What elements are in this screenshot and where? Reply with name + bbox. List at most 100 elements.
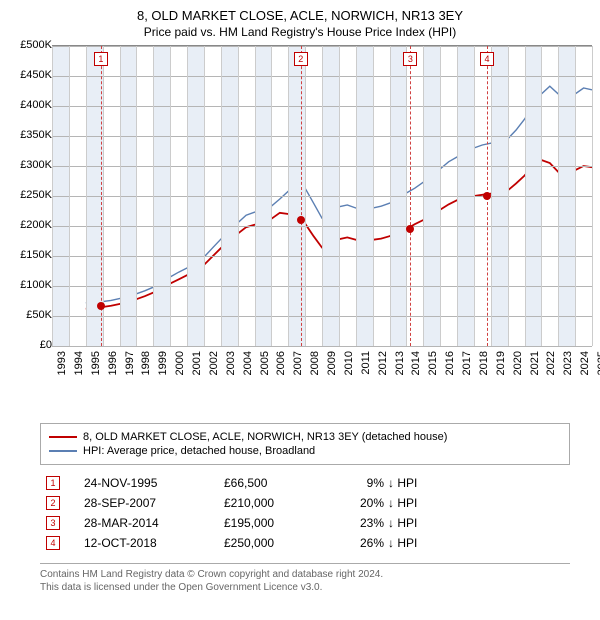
event-number-box: 3	[46, 516, 60, 530]
event-row: 1 24-NOV-1995£66,5009% ↓ HPI	[40, 473, 570, 493]
vgrid	[305, 46, 306, 346]
sale-point	[97, 302, 105, 310]
y-tick-label: £100K	[4, 279, 52, 291]
vgrid	[153, 46, 154, 346]
vgrid	[440, 46, 441, 346]
x-tick-label: 2003	[225, 351, 237, 375]
y-tick-label: £450K	[4, 69, 52, 81]
x-tick-label: 2017	[461, 351, 473, 375]
event-marker: 4	[480, 52, 494, 66]
vgrid	[271, 46, 272, 346]
vgrid	[255, 46, 256, 346]
y-tick-label: £150K	[4, 249, 52, 261]
x-tick-label: 2020	[512, 351, 524, 375]
x-tick-label: 2002	[208, 351, 220, 375]
legend-row: 8, OLD MARKET CLOSE, ACLE, NORWICH, NR13…	[49, 430, 561, 444]
vgrid	[508, 46, 509, 346]
event-line	[301, 46, 302, 346]
x-tick-label: 1994	[73, 351, 85, 375]
vgrid	[423, 46, 424, 346]
event-date: 28-SEP-2007	[84, 496, 224, 510]
vgrid	[390, 46, 391, 346]
x-tick-label: 2007	[292, 351, 304, 375]
vgrid	[457, 46, 458, 346]
event-line	[101, 46, 102, 346]
sale-point	[483, 192, 491, 200]
event-direction: ↓ HPI	[388, 536, 448, 550]
x-tick-label: 2014	[410, 351, 422, 375]
legend-label: HPI: Average price, detached house, Broa…	[83, 445, 315, 457]
x-tick-label: 2015	[427, 351, 439, 375]
x-tick-label: 1993	[56, 351, 68, 375]
event-row: 2 28-SEP-2007£210,00020% ↓ HPI	[40, 493, 570, 513]
x-tick-label: 2019	[495, 351, 507, 375]
y-tick-label: £300K	[4, 159, 52, 171]
x-tick-label: 2008	[309, 351, 321, 375]
sale-point	[406, 225, 414, 233]
x-tick-label: 2009	[326, 351, 338, 375]
vgrid	[136, 46, 137, 346]
event-pct: 23%	[324, 516, 384, 530]
vgrid	[288, 46, 289, 346]
event-number-box: 1	[46, 476, 60, 490]
x-tick-label: 1997	[124, 351, 136, 375]
legend-swatch	[49, 450, 77, 452]
vgrid	[592, 46, 593, 346]
legend-row: HPI: Average price, detached house, Broa…	[49, 444, 561, 458]
event-row: 412-OCT-2018£250,00026%↓ HPI	[40, 533, 570, 553]
vgrid	[120, 46, 121, 346]
y-tick-label: £500K	[4, 39, 52, 51]
x-tick-label: 2000	[174, 351, 186, 375]
vgrid	[238, 46, 239, 346]
vgrid	[204, 46, 205, 346]
vgrid	[170, 46, 171, 346]
vgrid	[221, 46, 222, 346]
x-tick-label: 2016	[444, 351, 456, 375]
vgrid	[339, 46, 340, 346]
event-marker: 2	[294, 52, 308, 66]
vgrid	[322, 46, 323, 346]
x-tick-label: 2004	[242, 351, 254, 375]
x-tick-label: 1999	[157, 351, 169, 375]
x-tick-label: 2025	[596, 351, 600, 375]
event-number-box: 2	[46, 496, 60, 510]
x-tick-label: 2021	[529, 351, 541, 375]
legend-label: 8, OLD MARKET CLOSE, ACLE, NORWICH, NR13…	[83, 431, 447, 443]
vgrid	[541, 46, 542, 346]
event-price: £66,500	[224, 476, 324, 490]
chart-subtitle: Price paid vs. HM Land Registry's House …	[0, 23, 600, 45]
x-tick-label: 2011	[360, 351, 372, 375]
event-pct: 20%	[324, 496, 384, 510]
vgrid	[558, 46, 559, 346]
event-row: 328-MAR-2014£195,00023%↓ HPI	[40, 513, 570, 533]
legend-swatch	[49, 436, 77, 438]
chart-title: 8, OLD MARKET CLOSE, ACLE, NORWICH, NR13…	[0, 0, 600, 23]
event-price: £210,000	[224, 496, 324, 510]
x-tick-label: 1995	[90, 351, 102, 375]
vgrid	[525, 46, 526, 346]
legend: 8, OLD MARKET CLOSE, ACLE, NORWICH, NR13…	[40, 423, 570, 465]
vgrid	[474, 46, 475, 346]
footer-line-2: This data is licensed under the Open Gov…	[40, 581, 570, 594]
event-number-box: 4	[46, 536, 60, 550]
event-direction: ↓ HPI	[388, 476, 448, 490]
vgrid	[69, 46, 70, 346]
event-pct: 9%	[324, 476, 384, 490]
vgrid	[406, 46, 407, 346]
event-direction: ↓ HPI	[388, 496, 448, 510]
footer-line-1: Contains HM Land Registry data © Crown c…	[40, 568, 570, 581]
event-date: 24-NOV-1995	[84, 476, 224, 490]
event-date: 12-OCT-2018	[84, 536, 224, 550]
vgrid	[103, 46, 104, 346]
vgrid	[187, 46, 188, 346]
footer: Contains HM Land Registry data © Crown c…	[40, 563, 570, 594]
vgrid	[373, 46, 374, 346]
chart-area: 1234 £0£50K£100K£150K£200K£250K£300K£350…	[52, 45, 600, 375]
event-marker: 3	[403, 52, 417, 66]
y-tick-label: £350K	[4, 129, 52, 141]
y-tick-label: £200K	[4, 219, 52, 231]
plot-region: 1234	[52, 45, 592, 346]
x-tick-label: 2022	[545, 351, 557, 375]
x-tick-label: 2013	[394, 351, 406, 375]
x-tick-label: 2005	[259, 351, 271, 375]
